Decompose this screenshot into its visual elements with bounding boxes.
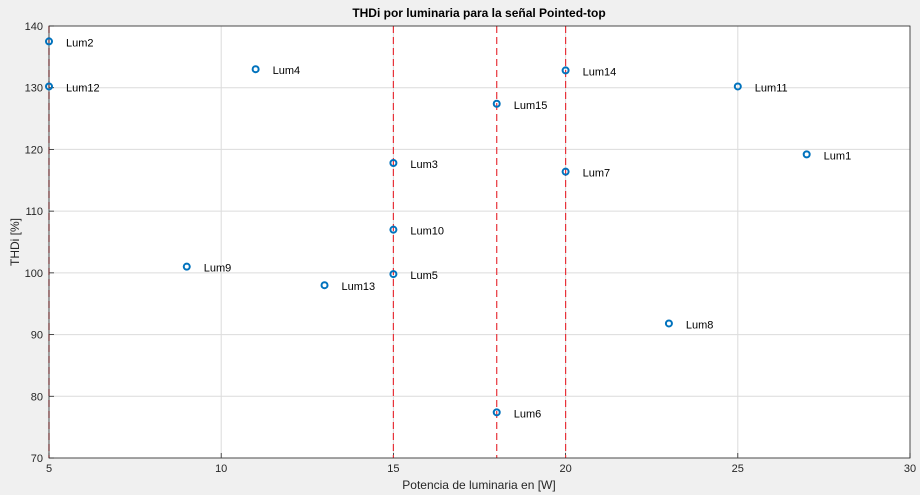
y-tick-label: 80 <box>31 391 43 403</box>
data-point-label: Lum8 <box>686 319 714 331</box>
x-axis-label: Potencia de luminaria en [W] <box>402 478 555 492</box>
data-point-marker <box>182 262 191 271</box>
y-tick-label: 120 <box>25 144 43 156</box>
data-point-label: Lum6 <box>514 408 542 420</box>
data-point-marker <box>45 82 53 91</box>
y-tick-label: 100 <box>25 268 43 280</box>
data-point-label: Lum1 <box>824 150 852 162</box>
data-points: Lum1 Lum2 Lum3 Lum4 Lum5 Lum6 Lum7 Lum8 Lum9 Lum1… <box>45 37 852 420</box>
data-point-label: Lum10 <box>410 226 444 238</box>
y-tick-label: 130 <box>25 83 43 95</box>
data-point-marker <box>251 65 260 74</box>
y-tick-label: 140 <box>25 21 43 33</box>
data-point-label: Lum5 <box>410 270 438 282</box>
data-point-marker <box>389 159 398 168</box>
x-tick-label: 30 <box>904 463 916 475</box>
data-point-label: Lum12 <box>66 82 100 94</box>
data-point-label: Lum11 <box>755 82 788 94</box>
plot-background <box>49 26 910 458</box>
data-point-label: Lum2 <box>66 37 94 49</box>
data-point-marker <box>733 82 742 91</box>
y-axis-label: THDi [%] <box>8 218 22 266</box>
data-point-marker <box>492 99 501 108</box>
data-point-label: Lum4 <box>273 65 301 77</box>
data-point-marker <box>664 319 673 328</box>
y-tick-label: 110 <box>25 206 43 218</box>
data-point-marker <box>561 66 570 75</box>
x-tick-label: 25 <box>732 463 744 475</box>
tick-labels: 5 10 15 20 25 30 70 80 90 100 110 120 130 140 <box>25 21 916 475</box>
data-point-label: Lum14 <box>583 66 617 78</box>
data-point-marker <box>389 225 398 234</box>
x-tick-label: 20 <box>559 463 571 475</box>
plot-frame <box>48 25 911 459</box>
y-tick-label: 90 <box>31 330 43 342</box>
x-tick-label: 15 <box>387 463 399 475</box>
data-point-marker <box>561 167 570 176</box>
data-point-label: Lum7 <box>583 168 611 180</box>
x-tick-label: 5 <box>46 463 52 475</box>
x-tick-label: 10 <box>215 463 227 475</box>
data-point-label: Lum3 <box>410 159 438 171</box>
data-point-marker <box>389 270 398 279</box>
data-point-label: Lum15 <box>514 100 548 112</box>
data-point-marker <box>802 150 811 159</box>
y-tick-label: 70 <box>31 453 43 465</box>
data-point-label: Lum9 <box>204 263 232 275</box>
data-point-label: Lum13 <box>342 281 376 293</box>
chart-title: THDi por luminaria para la señal Pointed… <box>352 6 605 20</box>
data-point-marker <box>45 37 53 46</box>
data-point-marker <box>492 408 501 417</box>
data-point-marker <box>320 281 329 290</box>
